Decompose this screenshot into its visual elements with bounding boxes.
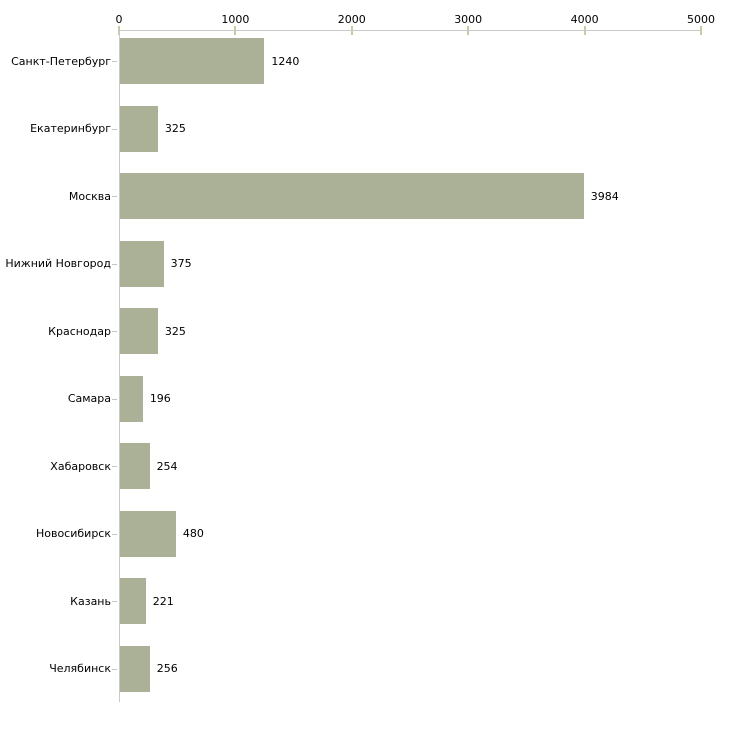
value-label: 221 — [152, 594, 174, 608]
x-tick-label: 4000 — [570, 13, 599, 26]
y-tick-mark — [112, 331, 117, 332]
bar — [120, 173, 584, 219]
x-tick-label: 2000 — [337, 13, 366, 26]
value-label: 254 — [156, 459, 178, 473]
category-label: Нижний Новгород — [5, 257, 111, 270]
y-axis-line — [119, 30, 120, 702]
bar — [120, 375, 143, 422]
category-label: Казань — [70, 594, 111, 608]
category-label: Москва — [68, 189, 111, 203]
y-tick-mark — [112, 399, 117, 400]
value-label: 480 — [182, 527, 204, 540]
category-label: Хабаровск — [50, 459, 111, 473]
y-tick-mark — [112, 601, 117, 602]
value-label: 325 — [164, 324, 186, 338]
value-label: 375 — [170, 257, 192, 270]
x-tick-label: 1000 — [221, 13, 250, 26]
value-label: 196 — [149, 392, 171, 405]
y-tick-mark — [112, 466, 117, 467]
bar — [120, 510, 176, 557]
value-label: 1240 — [271, 54, 300, 68]
bar — [120, 105, 158, 152]
y-tick-mark — [112, 264, 117, 265]
x-tick-label: 5000 — [687, 13, 715, 26]
bar — [120, 308, 158, 354]
bar — [120, 443, 150, 489]
value-label: 325 — [164, 122, 186, 135]
y-tick-mark — [112, 129, 117, 130]
x-tick-label: 0 — [115, 13, 123, 26]
x-axis-line — [119, 30, 701, 31]
y-tick-mark — [112, 61, 117, 62]
category-label: Краснодар — [48, 324, 111, 338]
category-label: Екатеринбург — [30, 122, 111, 135]
value-label: 256 — [156, 662, 178, 675]
category-label: Санкт-Петербург — [11, 54, 111, 68]
bar — [120, 38, 265, 84]
x-tick-label: 3000 — [454, 13, 483, 26]
y-tick-mark — [112, 534, 117, 535]
bar — [120, 240, 164, 287]
bar — [120, 578, 146, 624]
bar — [120, 645, 150, 692]
y-tick-mark — [112, 196, 117, 197]
category-label: Челябинск — [49, 662, 111, 675]
x-tick-mark — [700, 26, 702, 35]
value-label: 3984 — [590, 189, 619, 203]
y-tick-mark — [112, 669, 117, 670]
category-label: Новосибирск — [35, 527, 111, 540]
category-label: Самара — [67, 392, 111, 405]
